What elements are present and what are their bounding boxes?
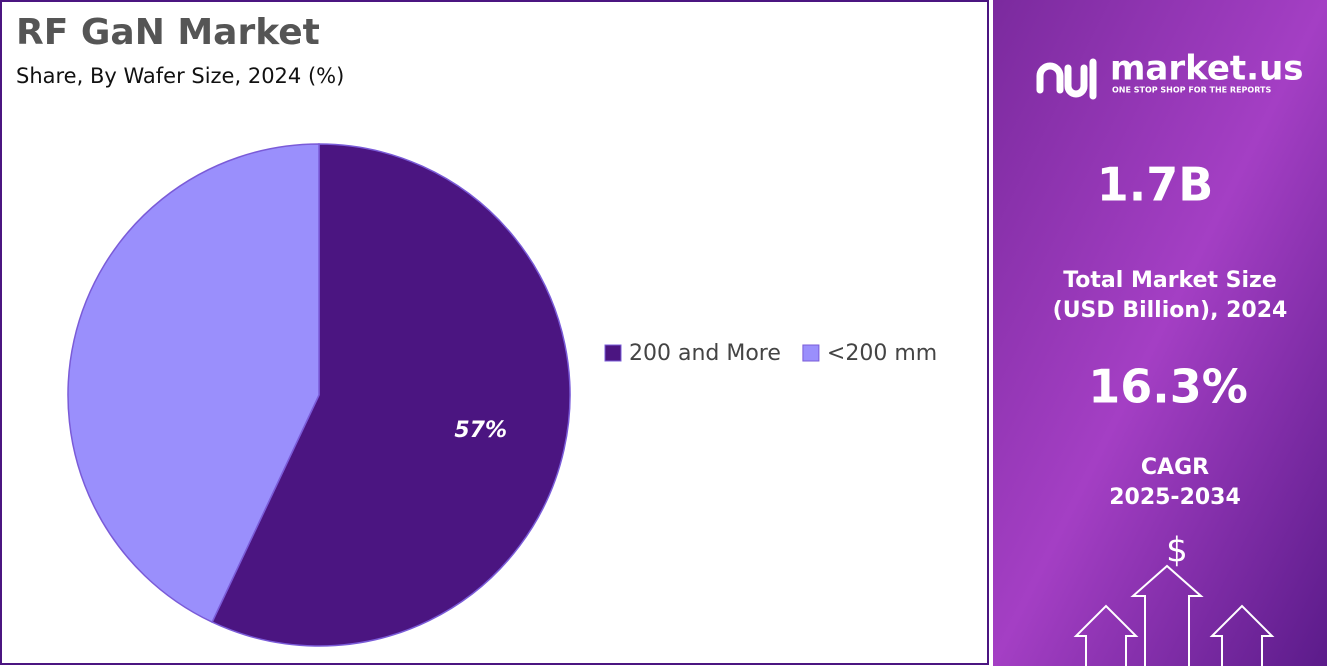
pie-slice: [211, 143, 571, 647]
logo: [1036, 58, 1097, 100]
cagr: 16.3%: [1088, 360, 1248, 414]
pie-slice: [67, 143, 320, 624]
legend-swatch: [604, 344, 622, 362]
data-label: 57%: [454, 418, 507, 443]
arrows: [1073, 564, 1275, 666]
market-size-label: Total Market Size: [1063, 268, 1277, 293]
sidebar-bg: [993, 0, 1327, 666]
market-size-label: (USD Billion), 2024: [1053, 298, 1288, 323]
cagr-label: CAGR: [1141, 455, 1209, 480]
brand: market.us: [1110, 49, 1304, 89]
tagline: ONE STOP SHOP FOR THE REPORTS: [1112, 86, 1271, 95]
cagr-label: 2025-2034: [1109, 485, 1241, 510]
market-size: 1.7B: [1097, 158, 1214, 212]
chart-title: RF GaN Market: [16, 12, 320, 53]
legend-label: 200 and More: [629, 341, 781, 366]
legend-swatch: [802, 344, 820, 362]
legend-label: <200 mm: [827, 341, 937, 366]
chart-subtitle: Share, By Wafer Size, 2024 (%): [16, 64, 344, 88]
dollar-icon: $: [1166, 531, 1188, 571]
